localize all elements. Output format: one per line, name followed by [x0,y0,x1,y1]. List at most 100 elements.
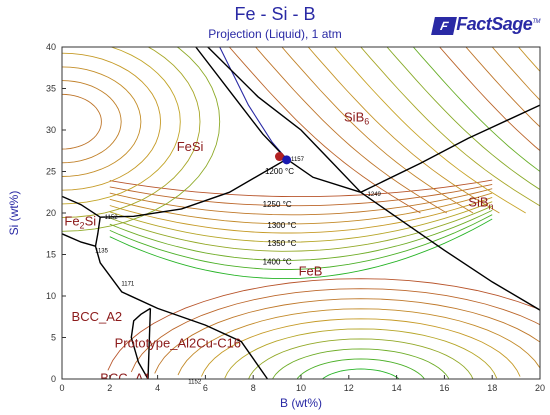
boundary-line [207,47,362,193]
isotherm-line [107,278,540,371]
isotherm-line [109,179,493,198]
isotherm-line [518,47,540,73]
invariant-point-label: 1152 [105,215,119,221]
x-tick-label: 12 [344,383,354,393]
boundary-line [360,104,540,193]
y-tick-label: 40 [46,42,56,52]
x-tick-label: 8 [251,383,256,393]
y-tick-label: 5 [51,333,56,343]
isotherm-line [491,47,540,101]
y-tick-label: 35 [46,84,56,94]
isotherm-line [255,47,448,214]
isotherm-label: 1400 °C [263,257,292,266]
isotherm-line [412,47,540,172]
isotherm-line [109,214,493,270]
isotherm-line [62,80,122,164]
y-tick-label: 20 [46,208,56,218]
phase-region-label: Prototype_Al2Cu-C16 [115,335,241,350]
phase-region-label: Fe2Si [64,213,96,230]
invariant-point-label: 1171 [121,282,135,288]
isotherm-line [200,318,521,377]
boundary-line [94,217,269,379]
isotherm-line [62,93,102,150]
phase-region-label: BCC_A2 [72,309,123,324]
isotherm-line [360,47,540,207]
isotherm-line [154,298,540,374]
isotherm-line [62,66,142,177]
x-tick-label: 6 [203,383,208,393]
y-axis-title: Si (wt%) [7,191,21,236]
isotherm-line [228,47,421,214]
isotherm-line [281,47,474,214]
x-tick-label: 0 [59,383,64,393]
invariant-point-label: 1157 [291,157,305,163]
factsage-logo-text: FactSage [456,14,533,34]
invariant-point-label: 1152 [188,379,202,385]
isotherm-line [109,196,493,234]
x-tick-label: 10 [296,383,306,393]
isotherm-label: 1350 °C [267,239,296,248]
isotherm-line [109,205,493,252]
isotherm-line [62,47,201,219]
y-tick-label: 30 [46,125,56,135]
x-tick-label: 4 [155,383,160,393]
phase-region-label: SiB6 [344,110,369,127]
isotherm-line [109,183,493,207]
x-tick-label: 16 [439,383,449,393]
x-tick-label: 14 [392,383,402,393]
isotherm-line [177,308,540,376]
isotherm-line [224,328,498,379]
plot-area: FeSi SiB6 SiBn Fe2Si FeB BCC_A2 Prototype_Al2C… [62,47,550,385]
boundary-line [195,47,288,160]
chart-subtitle: Projection (Liquid), 1 atm [208,27,342,41]
boundary-line [100,158,288,218]
isotherm-line [272,348,450,379]
isotherm-line [109,209,493,261]
phase-region-label: FeB [299,263,323,278]
isotherm-label: 1300 °C [267,221,296,230]
isotherm-line [62,47,181,205]
marked-point [274,152,284,162]
isotherm-line [109,192,493,225]
isotherm-line [307,47,500,214]
isotherm-line [439,47,540,152]
x-axis-title: B (wt%) [280,396,322,410]
phase-region-label: BCC_A1 [100,370,151,385]
boundary-line [360,191,540,311]
y-tick-label: 10 [46,291,56,301]
phase-region-label: SiBn [468,194,493,211]
isotherm-line [62,47,221,232]
isotherm-line [248,338,474,379]
y-tick-label: 0 [51,374,56,384]
isotherm-line [465,47,540,128]
isotherm-line [130,288,540,373]
special-line [219,47,288,160]
isotherm-line [109,188,493,216]
isotherm-line [62,52,162,191]
isotherm-line [545,47,550,213]
isotherm-line [109,201,493,243]
y-tick-label: 15 [46,250,56,260]
isotherm-label: 1200 °C [265,167,294,176]
boundary-line [62,195,101,218]
x-tick-label: 2 [107,383,112,393]
factsage-logo: F FactSageTM [431,14,540,35]
factsage-logo-tm: TM [532,19,540,25]
boundary-line [147,308,152,379]
isotherm-line [109,218,493,280]
isotherm-line [386,47,540,191]
boundary-line [286,158,362,193]
boundary-line [62,233,96,247]
x-tick-label: 18 [487,383,497,393]
x-tick-label: 20 [535,383,545,393]
y-tick-label: 25 [46,167,56,177]
chart-title: Fe - Si - B [234,4,316,24]
invariant-point-label: 1249 [368,192,382,198]
plot-frame [61,46,541,380]
isotherm-line [296,358,425,379]
phase-region-label: FeSi [177,139,204,154]
isotherm-line [334,47,526,214]
marked-point [282,155,292,165]
boundary-line [130,307,151,379]
